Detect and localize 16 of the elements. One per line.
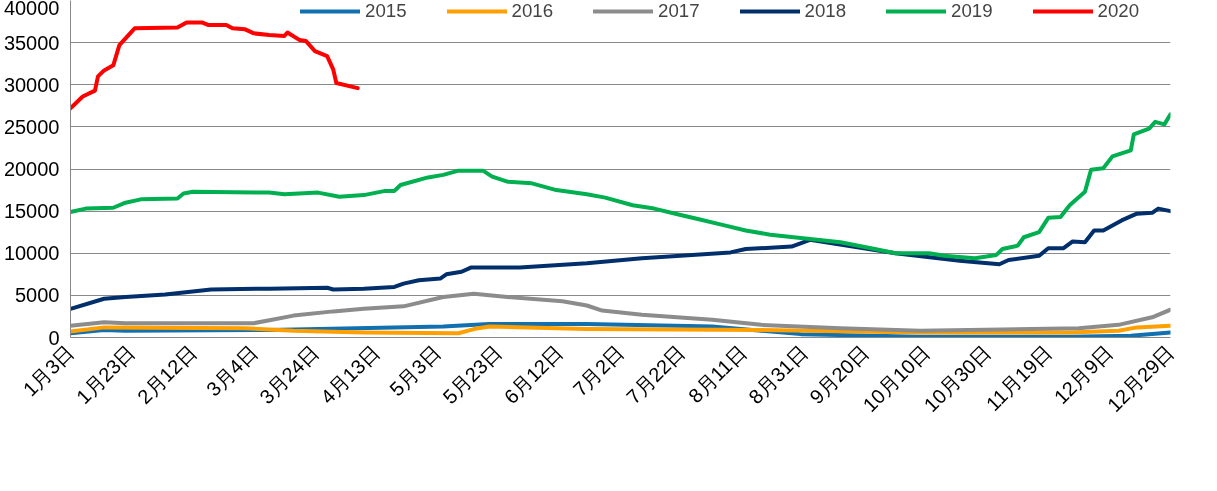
- y-tick-label: 40000: [3, 0, 60, 19]
- y-tick-label: 5000: [15, 284, 60, 307]
- y-tick-label: 0: [48, 326, 60, 349]
- y-tick-label: 30000: [3, 73, 60, 96]
- y-tick-label: 20000: [3, 158, 60, 180]
- y-tick-label: 35000: [3, 31, 60, 54]
- y-tick-label: 10000: [3, 242, 60, 265]
- y-tick-label: 25000: [3, 115, 60, 138]
- legend-label: 2018: [804, 0, 847, 22]
- legend-label: 2015: [365, 0, 407, 22]
- legend-label: 2016: [511, 0, 554, 22]
- legend-label: 2020: [1097, 0, 1140, 22]
- y-tick-label: 15000: [3, 200, 60, 223]
- line-series: [70, 20, 360, 111]
- legend-label: 2019: [951, 0, 993, 22]
- legend-label: 2017: [658, 0, 700, 22]
